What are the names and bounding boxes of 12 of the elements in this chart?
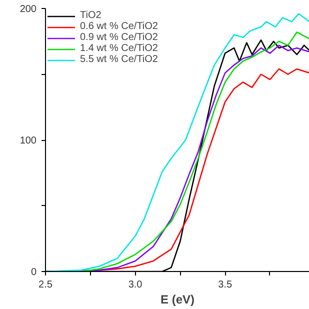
legend-label: TiO2	[80, 10, 102, 21]
y-tick-label: 0	[30, 267, 37, 278]
legend-label: 5.5 wt % Ce/TiO2	[80, 54, 158, 65]
x-tick-label: 2.5	[38, 280, 53, 290]
y-tick-label: 200	[20, 4, 37, 15]
x-tick-label: 3.0	[128, 280, 143, 290]
x-axis-title: E (eV)	[160, 292, 195, 306]
legend-label: 1.4 wt % Ce/TiO2	[80, 43, 158, 54]
legend-label: 0.6 wt % Ce/TiO2	[80, 21, 158, 32]
legend-label: 0.9 wt % Ce/TiO2	[80, 32, 158, 43]
x-tick-label: 3.5	[218, 280, 232, 290]
y-tick-label: 100	[20, 136, 37, 146]
